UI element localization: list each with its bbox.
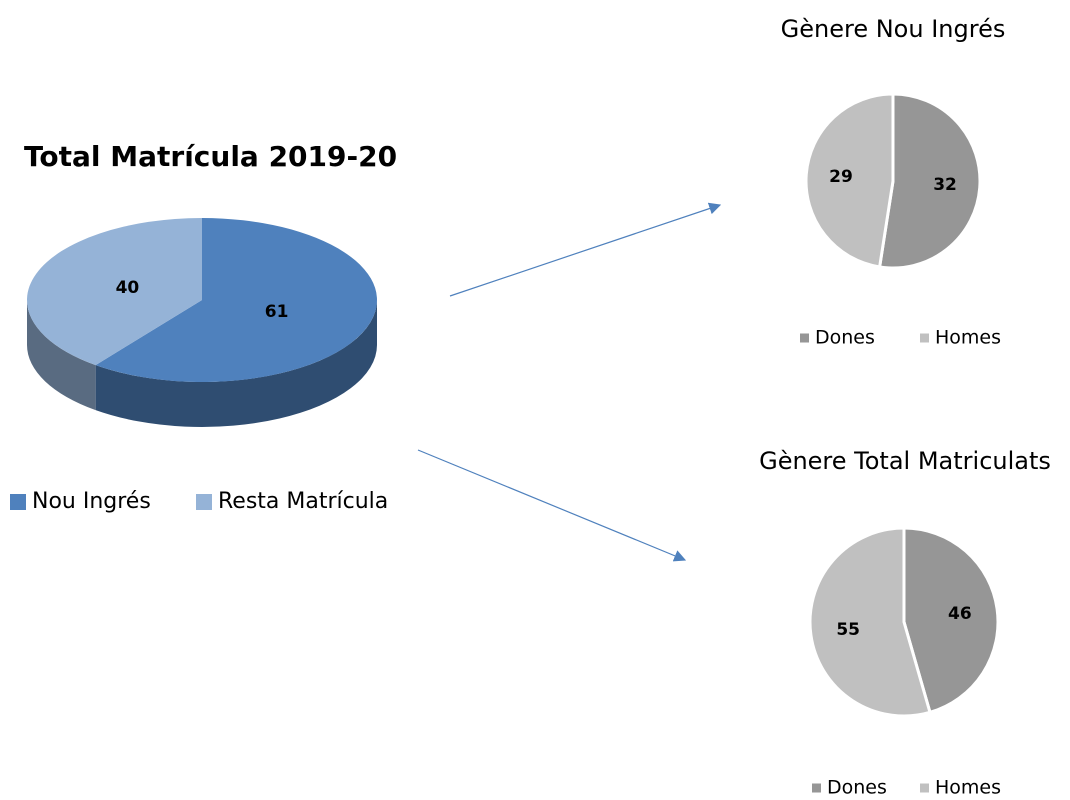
slice bbox=[26, 218, 203, 366]
slice bbox=[95, 218, 377, 382]
legend-label: Dones bbox=[815, 327, 875, 349]
slice bbox=[877, 92, 982, 270]
slice bbox=[902, 526, 1000, 715]
slice bbox=[804, 92, 895, 269]
legend-swatch bbox=[920, 783, 929, 793]
legend-swatch bbox=[812, 783, 821, 793]
arrow bbox=[417, 449, 687, 562]
legend-label: Homes bbox=[935, 777, 1001, 799]
chart-title: Total Matrícula 2019-20 bbox=[24, 140, 397, 173]
legend-label: Homes bbox=[935, 327, 1001, 349]
slice bbox=[808, 526, 932, 718]
legend-label: Resta Matrícula bbox=[218, 489, 388, 514]
legend-label: Dones bbox=[827, 777, 887, 799]
data-label: 40 bbox=[116, 278, 140, 298]
legend-swatch bbox=[10, 494, 26, 510]
data-label: 55 bbox=[836, 620, 860, 640]
legend-swatch bbox=[196, 494, 212, 510]
arrow bbox=[449, 202, 722, 297]
data-label: 46 bbox=[948, 604, 972, 624]
legend-swatch bbox=[920, 333, 929, 343]
chart-title: Gènere Total Matriculats bbox=[759, 447, 1051, 475]
slice-side bbox=[95, 300, 377, 427]
data-label: 32 bbox=[933, 175, 957, 195]
slice-side bbox=[27, 300, 96, 411]
data-label: 29 bbox=[829, 167, 853, 187]
data-label: 61 bbox=[265, 302, 289, 322]
legend-swatch bbox=[800, 333, 809, 343]
chart-title: Gènere Nou Ingrés bbox=[781, 15, 1006, 43]
legend-label: Nou Ingrés bbox=[32, 489, 151, 514]
